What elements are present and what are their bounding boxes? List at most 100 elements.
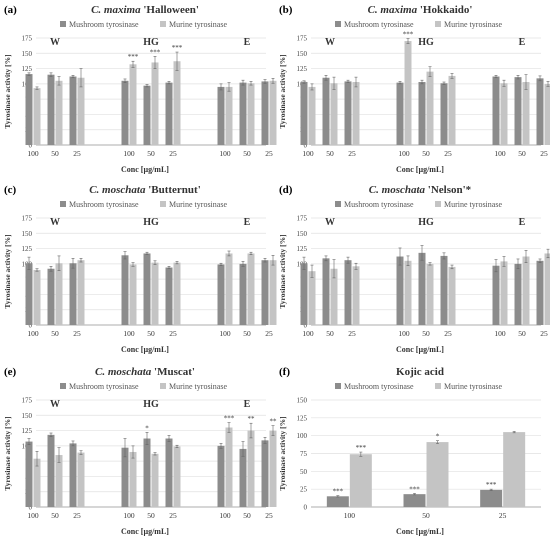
chart-panel-5: (e) C. moschata 'Muscat' Mushroom tyrosina…	[3, 366, 277, 536]
chart-title-species: C. moschata	[369, 184, 426, 196]
group-label: E	[244, 37, 251, 48]
y-tick-label: 0	[29, 322, 33, 330]
bar-murine	[33, 269, 41, 325]
bar-mushroom	[217, 445, 225, 507]
bar-murine	[269, 430, 277, 507]
legend-swatch-2	[160, 201, 166, 207]
bar-mushroom	[239, 448, 247, 507]
y-axis-label: Tyrosinase activity [%]	[3, 54, 12, 128]
bar-mushroom	[121, 80, 129, 145]
y-tick-label: 175	[297, 215, 308, 223]
bar-murine	[77, 77, 85, 145]
group-label: W	[50, 399, 60, 410]
group-label: E	[519, 37, 526, 48]
y-tick-label: 150	[297, 230, 308, 238]
y-tick-label: 0	[304, 142, 308, 150]
bar-mushroom	[536, 78, 544, 145]
x-axis-label: Conc [µg/mL]	[121, 527, 169, 536]
bar-murine	[269, 260, 277, 325]
bar-mushroom	[536, 260, 544, 325]
bar-murine	[522, 256, 530, 325]
y-tick-label: 125	[297, 414, 308, 422]
x-tick-label: 25	[265, 149, 273, 158]
x-tick-label: 100	[398, 329, 410, 338]
x-tick-label: 25	[169, 329, 177, 338]
bar-murine	[225, 86, 233, 145]
x-tick-label: 25	[169, 511, 177, 520]
legend-swatch-2	[160, 383, 166, 389]
significance-label: ***	[150, 48, 161, 56]
y-tick-label: 125	[22, 427, 33, 435]
bar-mushroom	[403, 494, 426, 507]
x-tick-label: 100	[123, 511, 135, 520]
significance-label: ***	[486, 481, 497, 489]
y-tick-label: 100	[297, 432, 308, 440]
x-tick-label: 25	[540, 329, 548, 338]
bar-murine	[247, 83, 255, 145]
bar-murine	[500, 261, 508, 325]
bar-murine	[448, 266, 456, 325]
group-label: HG	[143, 37, 159, 48]
chart-title-species: C. moschata	[89, 184, 146, 196]
bar-murine	[500, 83, 508, 145]
x-tick-label: 50	[51, 511, 59, 520]
chart-panel-1: (a) C. maxima 'Halloween'Mushroom tyrosin…	[3, 4, 277, 174]
x-tick-label: 25	[73, 329, 81, 338]
x-tick-label: 100	[494, 329, 506, 338]
x-tick-label: 100	[219, 329, 231, 338]
y-tick-label: 175	[297, 35, 308, 43]
legend-label-2: Murine tyrosinase	[169, 200, 227, 209]
group-label: W	[325, 217, 335, 228]
x-tick-label: 25	[265, 329, 273, 338]
x-tick-label: 100	[27, 511, 39, 520]
x-tick-label: 50	[147, 149, 155, 158]
x-tick-label: 50	[243, 511, 251, 520]
x-tick-label: 25	[169, 149, 177, 158]
legend: Mushroom tyrosinase Murine tyrosinase	[335, 200, 502, 209]
legend: Mushroom tyrosinase Murine tyrosinase	[60, 20, 227, 29]
x-tick-label: 50	[422, 149, 430, 158]
chart-title: C. maxima 'Halloween'	[91, 4, 199, 16]
x-tick-label: 50	[326, 329, 334, 338]
x-tick-label: 100	[219, 149, 231, 158]
legend-label-2: Murine tyrosinase	[444, 200, 502, 209]
legend-label-2: Murine tyrosinase	[169, 382, 227, 391]
bar-mushroom	[322, 258, 330, 325]
bar-murine	[55, 263, 63, 325]
x-tick-label: 50	[518, 149, 526, 158]
bar-mushroom	[69, 263, 77, 325]
bar-murine	[129, 451, 137, 507]
bar-murine	[330, 83, 338, 145]
significance-label: *	[145, 424, 149, 432]
significance-label: **	[270, 418, 278, 426]
bar-murine	[129, 264, 137, 325]
panel-label: (c)	[4, 184, 17, 196]
x-tick-label: 50	[51, 329, 59, 338]
panel-label: (b)	[279, 4, 293, 16]
legend-label-2: Murine tyrosinase	[444, 20, 502, 29]
group-label: HG	[418, 217, 434, 228]
bar-murine	[55, 80, 63, 145]
bar-murine	[173, 446, 181, 507]
group-label: W	[325, 37, 335, 48]
bar-murine	[225, 253, 233, 325]
x-tick-label: 100	[27, 329, 39, 338]
bar-murine	[448, 75, 456, 145]
bar-mushroom	[261, 440, 269, 507]
y-tick-label: 125	[22, 245, 33, 253]
bar-mushroom	[261, 260, 269, 325]
y-axis-label: Tyrosinase activity [%]	[278, 416, 287, 490]
group-label: HG	[143, 217, 159, 228]
bar-mushroom	[165, 267, 173, 325]
x-tick-label: 100	[302, 329, 314, 338]
y-tick-label: 150	[22, 230, 33, 238]
chart-title-cultivar: 'Butternut'	[145, 184, 200, 196]
legend-swatch-1	[60, 383, 66, 389]
bar-mushroom	[492, 76, 500, 145]
bar-mushroom	[143, 253, 151, 325]
bar-mushroom	[25, 441, 33, 507]
x-tick-label: 50	[243, 329, 251, 338]
x-tick-label: 100	[219, 511, 231, 520]
group-label: HG	[418, 37, 434, 48]
